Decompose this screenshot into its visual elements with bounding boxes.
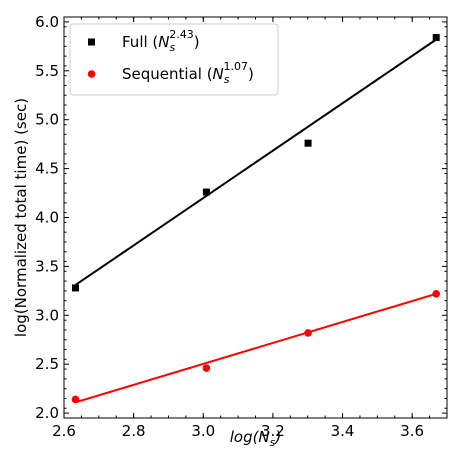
axis-ticks: 2.6 2.8 3.0 3.2 3.4 3.6 2.0 2.5 3.0 3.5 4.0 4.5 5.0 5…: [35, 13, 448, 440]
y-axis-label: log(Normalized total time) (sec): [12, 98, 30, 337]
data-point: [71, 395, 80, 404]
y-tick-label: 4.0: [35, 209, 59, 227]
x-tick-label: 2.6: [52, 422, 76, 440]
legend: Full (Ns2.43) Sequential (Ns1.07): [69, 23, 279, 96]
y-tick-label: 2.0: [35, 404, 59, 422]
data-point: [202, 188, 210, 196]
legend-entry: Full (Ns2.43): [122, 28, 200, 54]
x-tick-label: 3.4: [331, 422, 355, 440]
x-tick-label: 2.8: [122, 422, 146, 440]
data-point: [304, 139, 312, 147]
data-point: [202, 364, 211, 372]
data-point: [304, 329, 312, 337]
y-tick-label: 6.0: [35, 13, 59, 31]
y-tick-label: 3.5: [35, 257, 59, 275]
legend-entry: Sequential (Ns1.07): [122, 60, 254, 86]
y-tick-label: 4.5: [35, 160, 59, 178]
x-tick-label: 3.0: [191, 422, 215, 440]
y-tick-label: 5.0: [35, 111, 59, 129]
y-tick-label: 2.5: [35, 355, 59, 373]
x-axis-label: log(Ns): [230, 428, 282, 449]
legend-marker: [88, 38, 95, 46]
legend-marker: [87, 70, 96, 78]
data-point: [432, 34, 440, 42]
x-tick-label: 3.6: [400, 422, 424, 440]
fit-line: [75, 292, 437, 404]
x-tick-label: 3.2: [261, 422, 285, 440]
data-point: [71, 284, 79, 292]
data-point: [432, 289, 441, 298]
fit-line: [74, 38, 437, 286]
legend-box: [69, 23, 279, 96]
plot-area: [71, 34, 441, 404]
y-tick-label: 5.5: [35, 62, 59, 80]
y-tick-label: 3.0: [35, 306, 59, 324]
